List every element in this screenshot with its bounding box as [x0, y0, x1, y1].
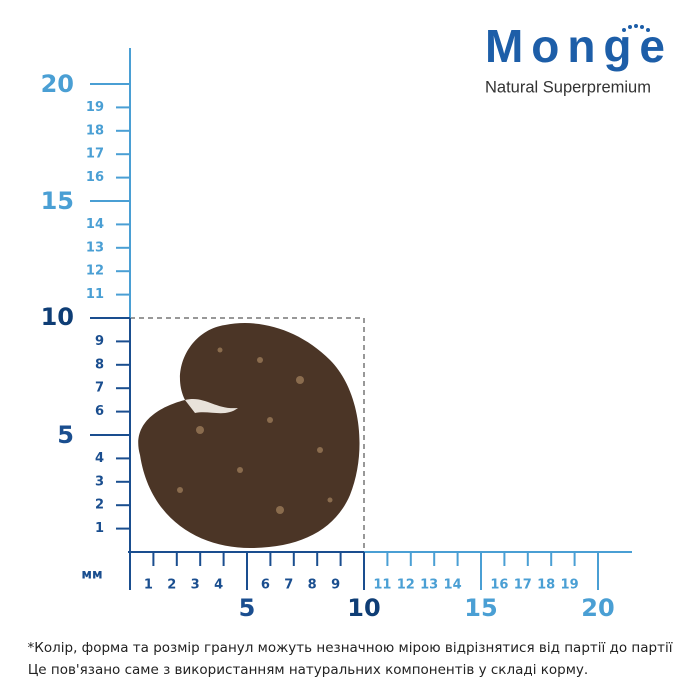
x-tick-label: 4 — [214, 578, 223, 593]
logo-stars — [622, 24, 650, 32]
y-tick-label: 16 — [86, 170, 104, 185]
y-tick-label: 12 — [86, 264, 104, 279]
y-tick-label: 7 — [95, 381, 104, 396]
y-major-label: 5 — [57, 421, 74, 449]
x-tick-label: 6 — [261, 578, 270, 593]
y-major-label: 15 — [41, 187, 74, 215]
y-tick-label: 19 — [86, 100, 104, 115]
logo-tagline: Natural Superpremium — [485, 78, 651, 96]
kibble — [138, 323, 360, 548]
unit-label: мм — [81, 568, 102, 583]
x-tick-label: 9 — [331, 578, 340, 593]
y-tick-label: 11 — [86, 287, 104, 302]
y-tick-label: 14 — [86, 217, 104, 232]
y-tick-label: 4 — [95, 451, 104, 466]
x-tick-label: 13 — [420, 578, 438, 593]
y-tick-label: 18 — [86, 123, 104, 138]
footnote-line: Це пов'язано саме з використанням натура… — [28, 662, 588, 678]
y-tick-label: 2 — [95, 498, 104, 513]
y-tick-label: 8 — [95, 357, 104, 372]
y-tick-label: 9 — [95, 334, 104, 349]
x-tick-label: 8 — [308, 578, 317, 593]
x-tick-label: 17 — [514, 578, 532, 593]
y-tick-label: 13 — [86, 240, 104, 255]
x-tick-label: 12 — [397, 578, 415, 593]
x-major-label: 15 — [464, 594, 497, 622]
x-major-label: 20 — [581, 594, 614, 622]
x-tick-label: 3 — [191, 578, 200, 593]
x-tick-label: 1 — [144, 578, 153, 593]
x-tick-label: 19 — [561, 578, 579, 593]
x-tick-label: 2 — [167, 578, 176, 593]
y-major-label: 10 — [41, 303, 74, 331]
x-tick-label: 16 — [490, 578, 508, 593]
x-tick-label: 14 — [444, 578, 462, 593]
footnote-line: *Колір, форма та розмір гранул можуть не… — [28, 640, 673, 656]
y-tick-label: 1 — [95, 521, 104, 536]
x-tick-label: 11 — [373, 578, 391, 593]
x-tick-label: 18 — [537, 578, 555, 593]
y-tick-label: 3 — [95, 474, 104, 489]
y-tick-label: 6 — [95, 404, 104, 419]
x-major-label: 10 — [347, 594, 380, 622]
y-tick-label: 17 — [86, 147, 104, 162]
y-major-label: 20 — [41, 70, 74, 98]
x-tick-label: 7 — [284, 578, 293, 593]
x-major-label: 5 — [239, 594, 256, 622]
